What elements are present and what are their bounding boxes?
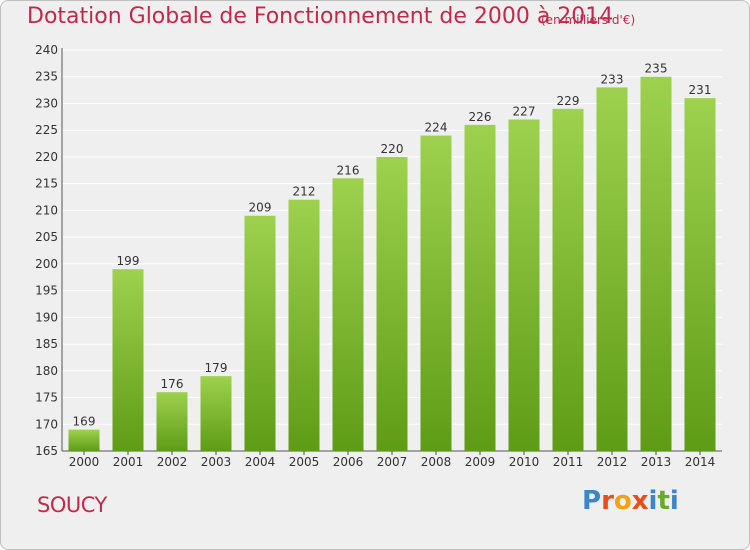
data-label: 209 [249, 201, 272, 215]
bar [244, 215, 276, 451]
y-tick-label: 230 [35, 96, 58, 110]
y-tick-label: 190 [35, 310, 58, 324]
bar [288, 199, 320, 451]
x-tick-label: 2006 [333, 455, 364, 469]
data-label: 199 [117, 254, 140, 268]
x-tick-label: 2008 [421, 455, 452, 469]
y-tick-label: 180 [35, 364, 58, 378]
y-tick-label: 170 [35, 417, 58, 431]
bar [596, 87, 628, 451]
data-label: 179 [205, 361, 228, 375]
bar [420, 135, 452, 451]
bar [112, 269, 144, 451]
x-tick-label: 2013 [641, 455, 672, 469]
y-tick-label: 225 [35, 123, 58, 137]
data-label: 224 [425, 121, 448, 135]
x-tick-label: 2007 [377, 455, 408, 469]
x-tick-label: 2003 [201, 455, 232, 469]
data-label: 233 [601, 72, 624, 86]
proxiti-logo: Proxiti [582, 486, 679, 516]
data-label: 220 [381, 142, 404, 156]
x-tick-label: 2000 [69, 455, 100, 469]
data-label: 176 [161, 377, 184, 391]
y-tick-label: 210 [35, 203, 58, 217]
logo-letter: r [601, 486, 614, 516]
bar [464, 124, 496, 451]
logo-letter: x [631, 486, 649, 516]
logo-letter: i [648, 486, 658, 516]
y-tick-label: 195 [35, 284, 58, 298]
data-label: 226 [469, 110, 492, 124]
logo-letter: i [669, 486, 679, 516]
commune-name: SOUCY [37, 493, 107, 517]
x-tick-label: 2002 [157, 455, 188, 469]
y-tick-label: 165 [35, 444, 58, 458]
bar [332, 178, 364, 451]
data-label: 169 [73, 415, 96, 429]
bar [640, 76, 672, 451]
bar [684, 98, 716, 452]
x-tick-label: 2009 [465, 455, 496, 469]
x-tick-label: 2004 [245, 455, 276, 469]
logo-letter: P [582, 486, 602, 516]
data-label: 231 [689, 83, 712, 97]
x-tick-label: 2014 [685, 455, 716, 469]
bar [508, 119, 540, 452]
bar [200, 376, 232, 451]
data-label: 227 [513, 105, 536, 119]
bar [552, 108, 584, 452]
data-label: 212 [293, 185, 316, 199]
chart-unit-note: (en milliers d'€) [541, 13, 636, 27]
x-tick-label: 2010 [509, 455, 540, 469]
data-label: 216 [337, 163, 360, 177]
y-tick-label: 235 [35, 70, 58, 84]
x-tick-label: 2005 [289, 455, 320, 469]
bar [156, 392, 188, 451]
y-tick-label: 220 [35, 150, 58, 164]
x-tick-label: 2011 [553, 455, 584, 469]
y-tick-label: 185 [35, 337, 58, 351]
x-tick-label: 2012 [597, 455, 628, 469]
y-tick-label: 205 [35, 230, 58, 244]
data-label: 229 [557, 94, 580, 108]
logo-letter: t [657, 486, 670, 516]
logo-letter: o [613, 486, 632, 516]
x-tick-label: 2001 [113, 455, 144, 469]
y-tick-label: 215 [35, 177, 58, 191]
chart-title: Dotation Globale de Fonctionnement de 20… [27, 4, 614, 29]
bar [376, 156, 408, 451]
y-tick-label: 175 [35, 391, 58, 405]
bar [68, 429, 100, 451]
data-label: 235 [645, 62, 668, 76]
y-tick-label: 200 [35, 257, 58, 271]
y-tick-label: 240 [35, 43, 58, 57]
